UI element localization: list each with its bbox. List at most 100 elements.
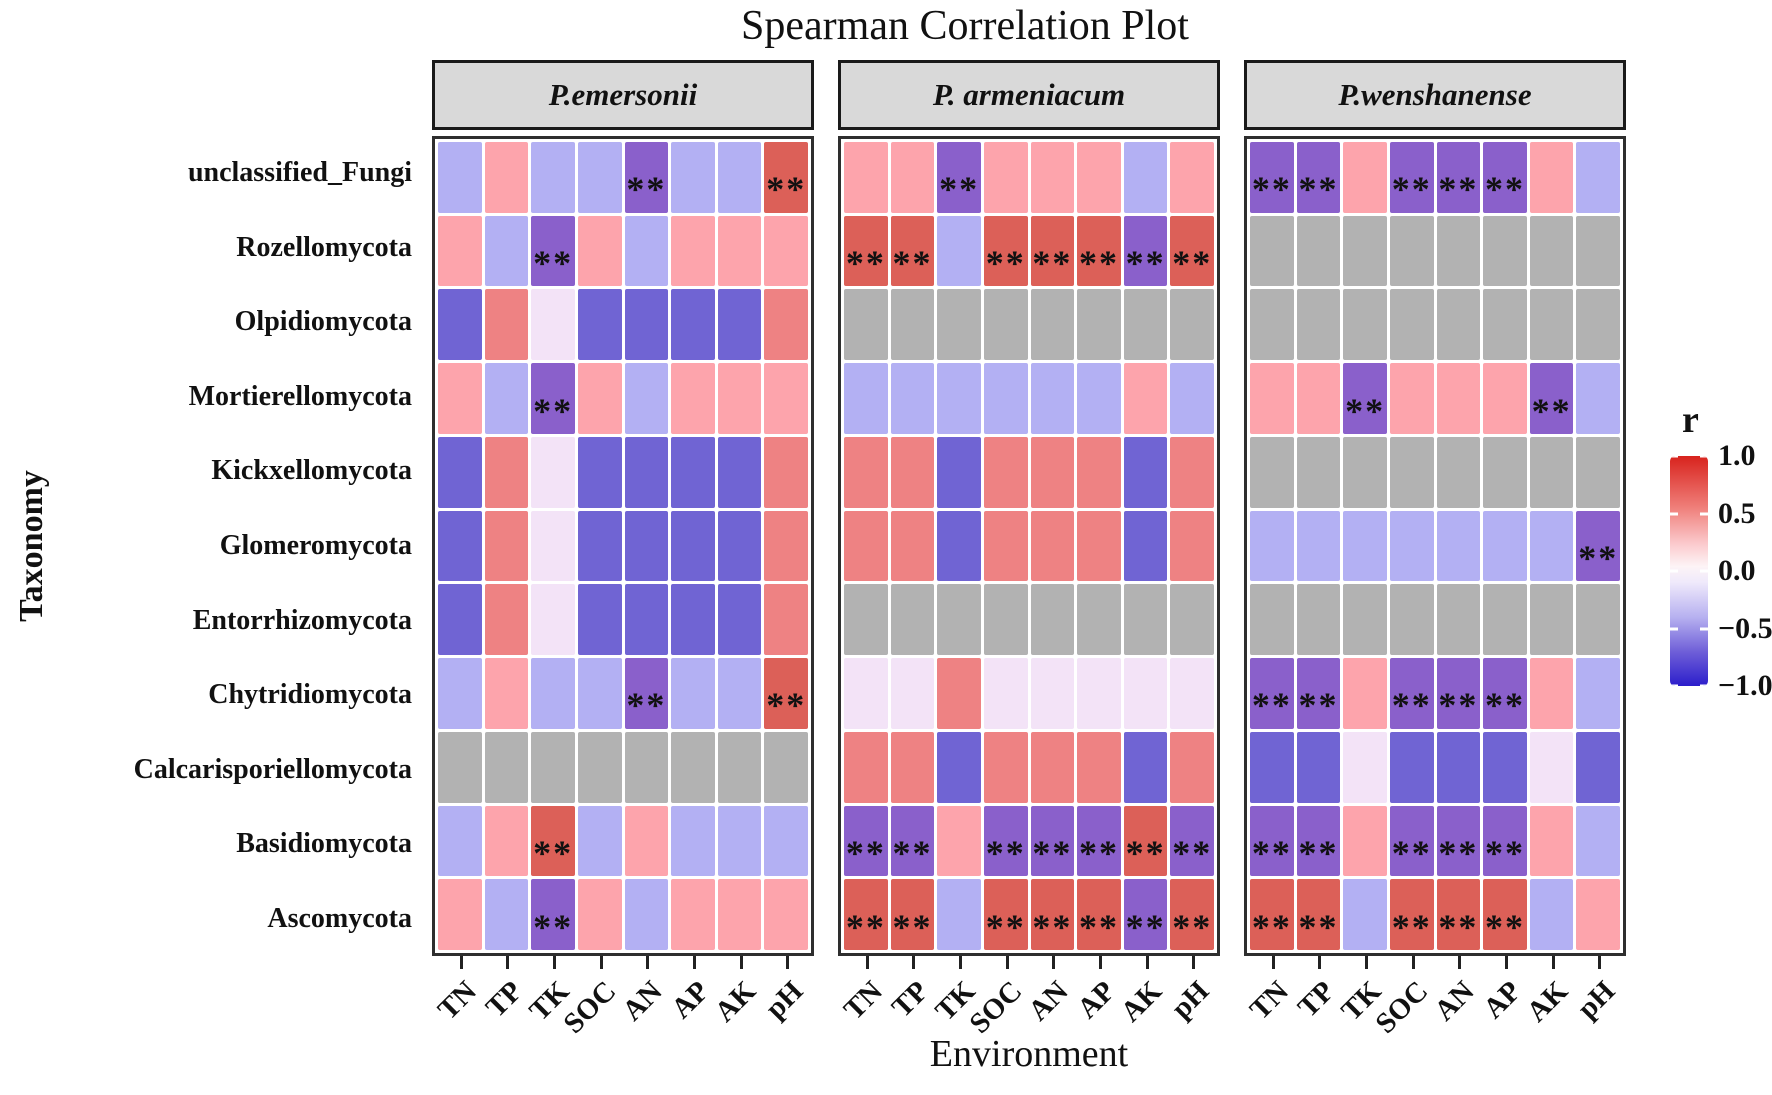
facet-header: P.emersonii <box>432 60 814 130</box>
heatmap-cell: ** <box>1436 142 1481 213</box>
legend-tick-labels: 1.0 0.5 0.0 −0.5 −1.0 <box>1718 439 1772 702</box>
heatmap-cell <box>1030 584 1075 656</box>
heatmap-cell: ** <box>1030 805 1075 877</box>
significance-marker: ** <box>1484 685 1525 726</box>
heatmap-cell <box>671 510 715 582</box>
y-axis-label: unclassified_Fungi <box>187 157 412 189</box>
legend-tick-label: 0.0 <box>1718 554 1756 587</box>
legend-tick-mark <box>1700 456 1708 458</box>
heatmap-cell <box>1389 436 1434 508</box>
legend-tick-mark <box>1670 512 1678 515</box>
heatmap-cell <box>671 363 715 434</box>
heatmap-cell <box>484 584 529 656</box>
heatmap-cell <box>671 142 715 213</box>
heatmap-cell <box>577 363 622 434</box>
heatmap-cell <box>484 658 529 729</box>
heatmap-cell <box>484 879 529 950</box>
heatmap-cell <box>1483 731 1527 803</box>
heatmap-cell <box>438 584 482 656</box>
heatmap-cell <box>1529 805 1574 877</box>
heatmap-cell <box>1576 363 1620 434</box>
heatmap-cell: ** <box>890 215 935 287</box>
significance-marker: ** <box>1298 169 1339 210</box>
heatmap-cell <box>1389 584 1434 656</box>
x-axis-label: AP <box>1071 975 1122 1025</box>
heatmap-cell <box>577 289 622 361</box>
heatmap-cell <box>717 436 762 508</box>
heatmap-cell <box>531 436 575 508</box>
heatmap-cell <box>1250 510 1294 582</box>
significance-marker: ** <box>1125 243 1166 284</box>
heatmap-cell <box>1343 584 1387 656</box>
heatmap-cell <box>577 731 622 803</box>
heatmap-cell <box>1343 731 1387 803</box>
heatmap-cell <box>764 436 808 508</box>
heatmap-cell <box>890 584 935 656</box>
heatmap-cell <box>1030 142 1075 213</box>
x-axis-label: AP <box>1477 975 1528 1025</box>
heatmap-cell <box>1077 436 1121 508</box>
x-axis-tick <box>1551 956 1555 969</box>
heatmap-cell <box>1529 510 1574 582</box>
significance-marker: ** <box>845 243 886 284</box>
color-legend: r 1.0 0.5 0.0 −0.5 −1.0 <box>1670 398 1772 702</box>
heatmap-cell: ** <box>531 215 575 287</box>
heatmap-cell <box>983 658 1028 729</box>
significance-marker: ** <box>1438 685 1479 726</box>
heatmap-cell: ** <box>531 363 575 434</box>
heatmap-cell: ** <box>1250 142 1294 213</box>
heatmap-grid: ** ** ** ** ** ** ** ** ** ** ** ** ** ** ** ** ** ** ** **… <box>838 136 1220 956</box>
heatmap-cell <box>624 510 669 582</box>
x-axis-tick <box>553 956 557 969</box>
heatmap-cell <box>937 215 981 287</box>
heatmap-cell: ** <box>1170 879 1214 950</box>
x-axis-label: TP <box>480 975 530 1024</box>
heatmap-cell <box>438 363 482 434</box>
heatmap-cell <box>1343 658 1387 729</box>
heatmap-cell <box>844 510 888 582</box>
significance-marker: ** <box>766 685 807 726</box>
heatmap-cell <box>1389 363 1434 434</box>
heatmap-cell: ** <box>1389 658 1434 729</box>
heatmap-cell <box>717 142 762 213</box>
significance-marker: ** <box>939 169 980 210</box>
heatmap-cell <box>764 289 808 361</box>
heatmap-cell <box>890 142 935 213</box>
x-axis-tick <box>1271 956 1275 969</box>
significance-marker: ** <box>1032 906 1073 947</box>
heatmap-cell <box>764 510 808 582</box>
heatmap-cell <box>484 436 529 508</box>
x-axis-tick <box>459 956 463 969</box>
heatmap-cell <box>577 510 622 582</box>
significance-marker: ** <box>1391 169 1432 210</box>
x-axis-label: AN <box>1022 975 1075 1028</box>
heatmap-cell <box>624 436 669 508</box>
heatmap-cell <box>671 658 715 729</box>
heatmap-cell <box>1077 584 1121 656</box>
heatmap-cell: ** <box>1250 658 1294 729</box>
legend-tick-mark <box>1700 684 1708 686</box>
legend-tick-mark <box>1700 569 1708 573</box>
heatmap-cell <box>1529 436 1574 508</box>
heatmap-cell <box>1296 215 1341 287</box>
heatmap-cell <box>764 879 808 950</box>
heatmap-cell <box>624 731 669 803</box>
heatmap-cell <box>1077 142 1121 213</box>
heatmap-cell <box>484 731 529 803</box>
heatmap-cell <box>1389 731 1434 803</box>
heatmap-cell <box>983 363 1028 434</box>
heatmap-cell <box>717 805 762 877</box>
heatmap-cell <box>1343 879 1387 950</box>
heatmap-cell <box>844 436 888 508</box>
heatmap-cell <box>983 289 1028 361</box>
significance-marker: ** <box>1251 906 1292 947</box>
heatmap-cell <box>764 731 808 803</box>
significance-marker: ** <box>845 832 886 873</box>
heatmap-cell <box>890 510 935 582</box>
heatmap-cell <box>937 658 981 729</box>
heatmap-cell: ** <box>1077 805 1121 877</box>
heatmap-cell <box>1576 658 1620 729</box>
heatmap-cell <box>1123 658 1168 729</box>
heatmap-cell <box>671 436 715 508</box>
heatmap-cell <box>1077 731 1121 803</box>
